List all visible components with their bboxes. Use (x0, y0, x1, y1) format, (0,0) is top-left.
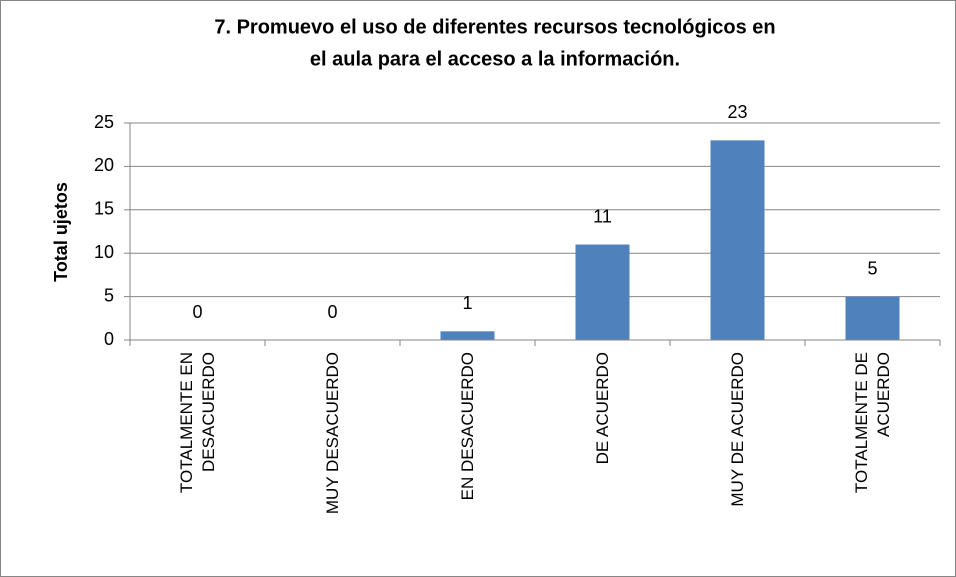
y-tick-label: 5 (104, 285, 114, 305)
x-tick-label: MUY DE ACUERDO (727, 352, 747, 507)
x-tick-label: TOTALMENTE DE ACUERDO (851, 352, 893, 494)
x-tick-label: DE ACUERDO (592, 352, 612, 465)
data-label: 1 (462, 293, 472, 313)
chart-title: 7. Promuevo el uso de diferentes recurso… (214, 16, 775, 38)
y-tick-label: 10 (94, 242, 114, 262)
bar (575, 244, 630, 340)
bar (440, 331, 495, 340)
data-label: 0 (192, 302, 202, 322)
x-tick-label: EN DESACUERDO (457, 352, 477, 501)
bar (845, 296, 900, 340)
chart-title: el aula para el acceso a la información. (310, 48, 680, 70)
y-tick-label: 25 (94, 112, 114, 132)
data-label: 11 (593, 206, 612, 226)
data-label: 0 (327, 302, 337, 322)
y-tick-label: 15 (94, 199, 114, 219)
bar (710, 140, 765, 340)
x-tick-label: TOTALMENTE EN DESACUERDO (176, 352, 218, 494)
y-axis-title: Total ujetos (51, 182, 71, 282)
x-tick-label: MUY DESACUERDO (322, 352, 342, 515)
y-tick-label: 0 (104, 329, 114, 349)
y-tick-label: 20 (94, 155, 114, 175)
data-label: 5 (867, 258, 877, 278)
data-label: 23 (727, 102, 747, 122)
